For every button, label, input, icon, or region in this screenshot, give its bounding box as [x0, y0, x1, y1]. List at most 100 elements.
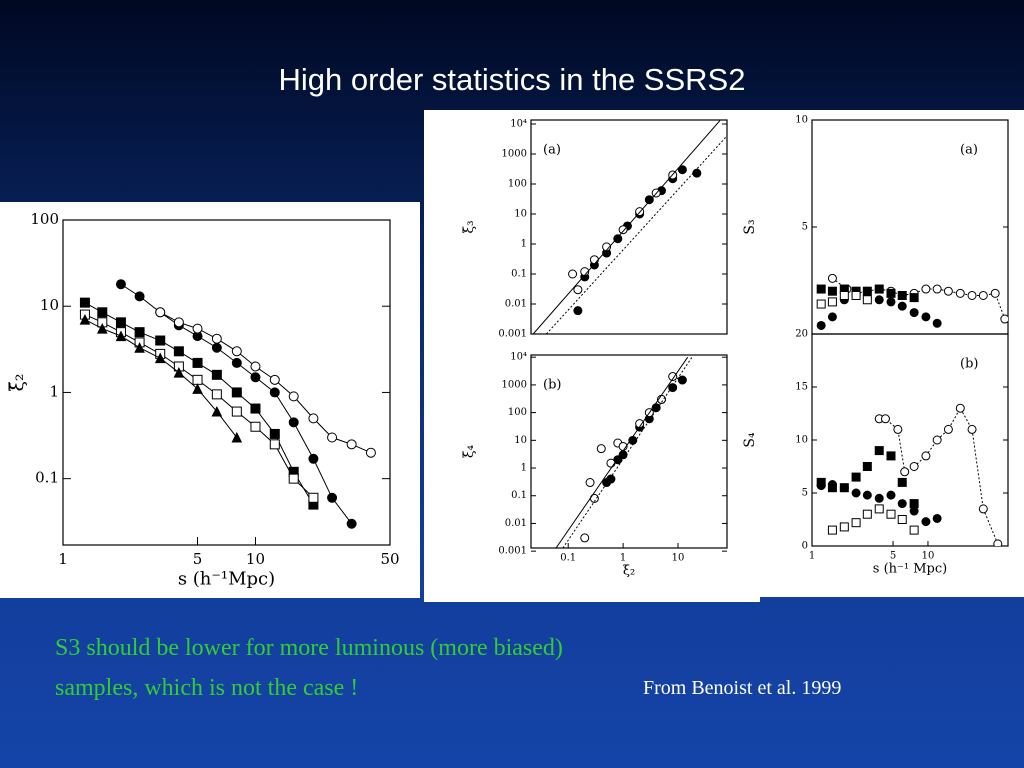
marker [250, 403, 261, 414]
marker [827, 273, 837, 283]
marker [909, 525, 919, 535]
marker [874, 295, 884, 305]
marker [932, 435, 942, 445]
marker [900, 467, 910, 477]
marker [932, 513, 942, 523]
marker [115, 330, 127, 342]
marker [897, 477, 907, 487]
marker [79, 297, 90, 308]
marker [211, 405, 223, 417]
figure-panel [760, 110, 1024, 597]
marker [851, 290, 861, 300]
marker [967, 290, 977, 300]
marker [862, 462, 872, 471]
caption: S3 should be lower for more luminous (mo… [55, 635, 563, 701]
plot-frame [530, 119, 728, 335]
marker [851, 488, 861, 498]
marker [211, 369, 222, 380]
marker [602, 242, 612, 252]
marker [606, 458, 616, 468]
marker [308, 413, 319, 424]
y-tick-label: 10 [795, 115, 808, 126]
marker [644, 195, 654, 205]
marker [288, 473, 299, 484]
marker [155, 335, 166, 346]
marker [862, 490, 872, 500]
marker [308, 492, 319, 503]
marker [839, 522, 849, 532]
marker [943, 424, 953, 434]
marker [816, 299, 826, 309]
plot-frame [62, 219, 391, 546]
marker [269, 387, 280, 398]
panel-label: (b) [543, 378, 561, 393]
x-axis-label: s (h⁻¹Mpc) [178, 569, 275, 590]
marker [955, 403, 965, 413]
x-tick-label: 0.1 [560, 553, 576, 564]
marker [909, 499, 919, 509]
marker [155, 307, 166, 318]
marker [886, 451, 896, 461]
marker [613, 234, 623, 244]
marker [921, 284, 931, 294]
x-tick-label: 1 [58, 550, 68, 568]
marker [596, 444, 606, 454]
marker [365, 447, 376, 458]
marker [173, 317, 184, 328]
plot-body [532, 120, 727, 334]
y-tick-label: 5 [802, 488, 808, 499]
marker [692, 168, 702, 178]
x-axis-label: s (h⁻¹ Mpc) [873, 562, 947, 577]
marker [346, 439, 357, 450]
x-tick-label: 10 [672, 553, 685, 564]
marker [580, 533, 590, 543]
marker [909, 462, 919, 471]
y-axis-label: ξ̄₃ [461, 220, 477, 233]
marker [827, 480, 837, 490]
marker [897, 290, 907, 300]
marker [816, 284, 826, 294]
x-tick-label: 10 [922, 551, 935, 562]
marker [893, 424, 903, 434]
plot-body [816, 403, 1003, 546]
y-tick-label: 100 [30, 210, 59, 228]
marker [816, 320, 826, 330]
marker [97, 307, 108, 318]
marker [250, 372, 261, 383]
y-tick-label: 5 [802, 222, 808, 233]
marker [839, 483, 849, 493]
marker [668, 383, 678, 393]
marker [967, 424, 977, 434]
marker [269, 428, 280, 439]
marker [932, 318, 942, 328]
marker [909, 506, 919, 516]
y-tick-label: 1000 [502, 149, 527, 160]
y-tick-label: 0 [802, 541, 808, 552]
marker [327, 432, 338, 443]
marker [993, 539, 1003, 546]
marker [250, 421, 261, 432]
marker [897, 499, 907, 509]
y-tick-label: 0.1 [35, 469, 59, 487]
marker [921, 517, 931, 527]
marker [327, 492, 338, 503]
chart: 5 10 S₃ (a) [742, 115, 1009, 335]
chart: 0.001 0.01 0.1 1 10 100 1000 10⁴ 0.1 1 10 ξ̄₂ ξ̄₄ (b) [461, 352, 728, 579]
marker [346, 518, 357, 529]
marker [862, 286, 872, 296]
marker [886, 288, 896, 298]
chart: 0.1 1 10 100 1 5 10 50 s (h⁻¹Mpc) ξ̄₂ [6, 210, 400, 590]
marker [589, 255, 599, 265]
marker [955, 288, 965, 298]
marker [978, 290, 988, 300]
marker [886, 490, 896, 500]
marker [827, 525, 837, 535]
marker [173, 346, 184, 357]
marker [827, 286, 837, 296]
series-line [555, 356, 689, 548]
marker [192, 357, 203, 368]
marker [269, 374, 280, 385]
chart: 0.001 0.01 0.1 1 10 100 1000 10⁴ ξ̄₃ (a) [461, 119, 728, 340]
